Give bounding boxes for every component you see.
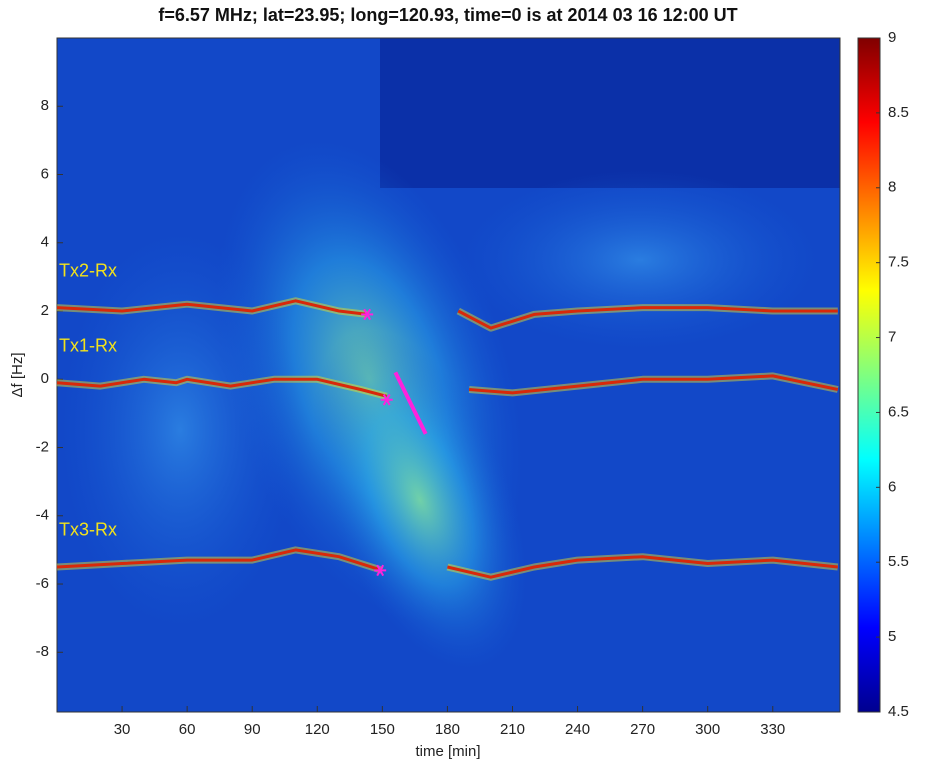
colorbar-tick-label: 4.5 — [888, 703, 909, 720]
colorbar-tick-label: 8.5 — [888, 104, 909, 121]
trace-line — [56, 299, 838, 330]
colorbar-tick-label: 5 — [888, 628, 896, 645]
trace-label: Tx1-Rx — [59, 335, 117, 355]
colorbar-tick-label: 7.5 — [888, 254, 909, 271]
trace-line — [56, 548, 838, 579]
y-tick-label: -6 — [36, 575, 49, 592]
colorbar-tick-label: 7 — [888, 329, 896, 346]
asterisk-marker — [380, 394, 393, 406]
colorbar-tick-label: 5.5 — [888, 553, 909, 570]
y-tick-label: 4 — [41, 234, 49, 251]
x-tick-label: 240 — [565, 721, 590, 738]
x-tick-label: 60 — [179, 721, 196, 738]
x-tick-label: 300 — [695, 721, 720, 738]
y-tick-label: -2 — [36, 438, 49, 455]
y-tick-label: 8 — [41, 97, 49, 114]
x-tick-label: 30 — [114, 721, 131, 738]
chart-title: f=6.57 MHz; lat=23.95; long=120.93, time… — [158, 5, 737, 25]
annotation-segment — [393, 371, 428, 435]
y-tick-label: 0 — [41, 370, 49, 387]
y-axis-label: Δf [Hz] — [9, 352, 26, 397]
x-tick-label: 210 — [500, 721, 525, 738]
spectrogram-background — [57, 38, 840, 712]
x-tick-label: 150 — [370, 721, 395, 738]
x-axis-label: time [min] — [415, 743, 480, 760]
trace-label: Tx3-Rx — [59, 520, 117, 540]
colorbar-tick-label: 9 — [888, 29, 896, 46]
x-tick-label: 270 — [630, 721, 655, 738]
asterisk-marker — [374, 564, 387, 577]
y-tick-label: -8 — [36, 643, 49, 660]
x-tick-label: 180 — [435, 721, 460, 738]
x-tick-label: 90 — [244, 721, 261, 738]
plot-frame — [56, 37, 841, 713]
trace-label: Tx2-Rx — [59, 260, 117, 280]
x-tick-label: 330 — [760, 721, 785, 738]
asterisk-marker — [361, 308, 374, 321]
y-tick-label: -4 — [36, 507, 49, 524]
colorbar-tick-label: 8 — [888, 179, 896, 196]
colorbar-tick-label: 6 — [888, 478, 896, 495]
trace-line — [56, 374, 839, 398]
colorbar — [857, 37, 881, 713]
y-tick-label: 6 — [41, 165, 49, 182]
colorbar-tick-label: 6.5 — [888, 403, 909, 420]
x-tick-label: 120 — [305, 721, 330, 738]
y-tick-label: 2 — [41, 302, 49, 319]
